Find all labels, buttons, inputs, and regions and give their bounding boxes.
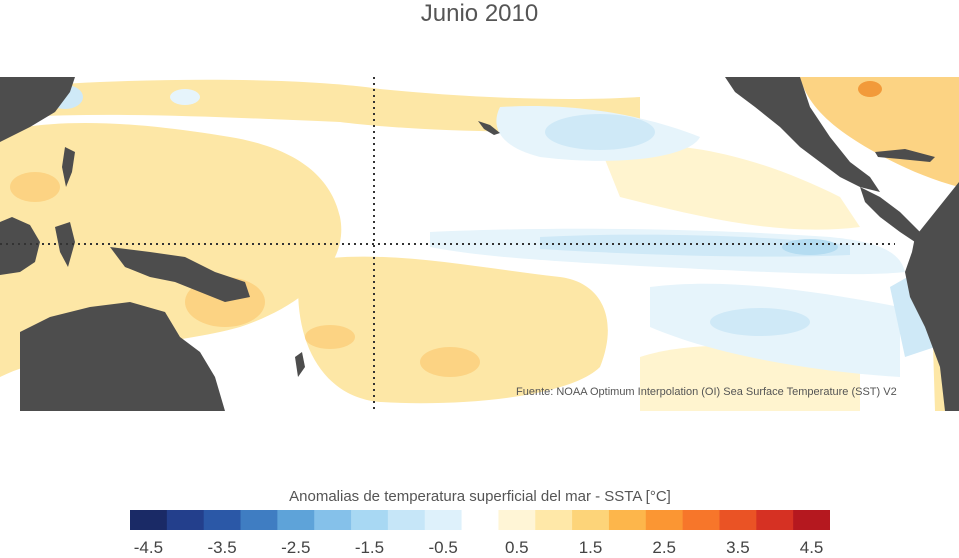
map-title: Junio 2010 [420,0,539,27]
colorbar-swatch [166,510,205,530]
colorbar-swatch [608,510,647,530]
sst-anomaly-map [0,77,959,411]
colorbar-tick-label: 1.5 [578,538,603,557]
colorbar-swatch [203,510,242,530]
land-cuba [875,149,935,162]
colorbar-swatch [645,510,684,530]
colorbar-tick-label: 4.5 [799,538,824,557]
colorbar-tick-label: -0.5 [428,538,458,557]
colorbar-swatch [130,510,168,530]
colorbar-tick-label: -1.5 [354,538,385,557]
colorbar [130,510,830,530]
cool-spot-north-west [170,89,200,105]
source-note: Fuente: NOAA Optimum Interpolation (OI) … [516,386,897,398]
warm-spot-caribbean-hot [858,81,882,97]
land-new-guinea [110,247,250,302]
land-central-america [860,187,925,242]
colorbar-swatch [351,510,389,530]
cool-spot-cold-tongue [782,239,838,255]
warm-spot-west-coral [305,325,355,349]
colorbar-tick-label: -4.5 [133,538,164,557]
colorbar-swatch [572,510,610,530]
colorbar-title: Anomalias de temperatura superficial del… [289,488,671,505]
cool-anomaly-regions [47,85,935,377]
cool-spot-south-east [710,308,810,336]
land-australia [20,302,225,411]
colorbar-swatch [719,510,757,530]
colorbar-swatch [461,510,499,530]
colorbar-swatch [535,510,573,530]
colorbar-tick-label: 3.5 [726,538,750,557]
colorbar-swatch [498,510,536,530]
colorbar-swatch [424,510,463,530]
cool-region-equatorial-core [540,234,850,257]
colorbar-swatch [793,510,830,530]
cool-spot-north-central [545,114,655,150]
warm-region-central-south [298,256,608,404]
warm-spot-indonesia [10,172,60,202]
colorbar-swatch [314,510,352,530]
colorbar-swatch [277,510,315,530]
warm-spot-south-central [420,347,480,377]
land-philippines [62,147,75,187]
colorbar-swatch [682,510,720,530]
colorbar-swatch [240,510,278,530]
warm-region-north-east [600,144,860,230]
colorbar-swatch [756,510,794,530]
land-hawaii [478,121,500,135]
colorbar-swatch [387,510,426,530]
land-new-zealand [295,352,305,377]
land-south-america [905,182,959,411]
land-asia [0,77,75,142]
land-sulawesi [55,222,75,267]
colorbar-tick-label: -3.5 [207,538,237,557]
colorbar-tick-label: 0.5 [505,538,529,557]
colorbar-tick-label: 2.5 [652,538,677,557]
land-masses [0,77,959,411]
colorbar-tick-label: -2.5 [281,538,311,557]
land-borneo-sumatra [0,217,40,275]
land-north-america [725,77,880,192]
